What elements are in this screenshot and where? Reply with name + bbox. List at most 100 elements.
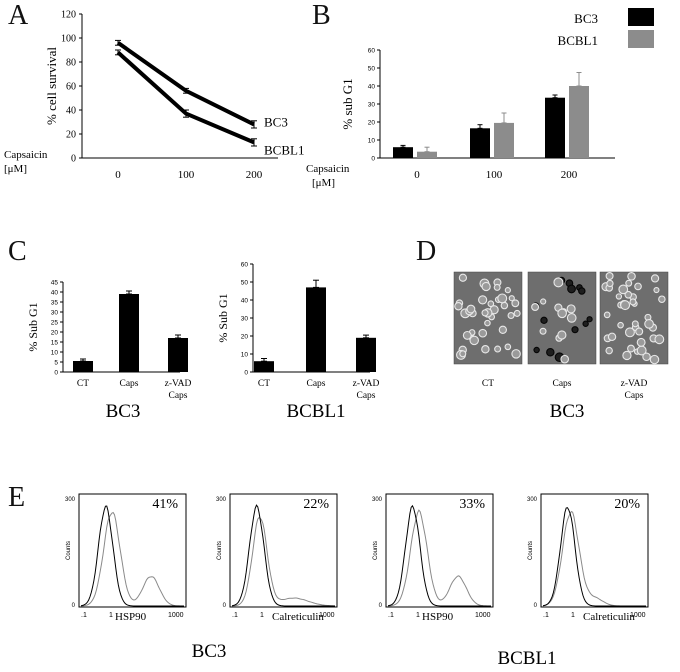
panel-c-bc3-x-tick-label: z-VAD bbox=[165, 379, 192, 389]
panel-letter-d: D bbox=[416, 236, 437, 267]
panel-e-histogram-4-frame bbox=[540, 493, 649, 608]
panel-c-bcbl1-x-tick-label: Caps bbox=[307, 379, 326, 389]
panel-d-cell bbox=[459, 350, 467, 358]
panel-d-cell bbox=[557, 308, 567, 319]
panel-d-cell bbox=[458, 273, 468, 282]
panel-d-cell bbox=[511, 299, 520, 308]
panel-d-cell bbox=[478, 295, 488, 305]
panel-b-y-tick-label: 50 bbox=[368, 66, 376, 73]
panel-e-histogram-1-x-tick: 1 bbox=[109, 612, 113, 619]
panel-letter-c: C bbox=[8, 236, 27, 267]
panel-c-bc3-y-tick-label: 35 bbox=[51, 300, 59, 307]
panel-b-x-tick-label: 100 bbox=[486, 169, 503, 181]
panel-d-cell bbox=[504, 343, 512, 351]
panel-e-group-label-bcbl1: BCBL1 bbox=[497, 648, 556, 669]
panel-d-cell bbox=[567, 284, 576, 294]
panel-c-bcbl1-y-tick-label: 10 bbox=[241, 352, 249, 359]
panel-a-x-axis-unit: [μM] bbox=[4, 163, 27, 175]
panel-b-x-tick-label: 200 bbox=[561, 169, 578, 181]
panel-b-bar-bcbl1 bbox=[494, 122, 514, 158]
panel-a-y-tick-label: 100 bbox=[61, 34, 76, 45]
panel-d-cell bbox=[566, 313, 577, 323]
panel-d-cell-line-label: BC3 bbox=[550, 401, 585, 422]
panel-c-bc3-x-tick-label: CT bbox=[77, 379, 89, 389]
panel-c-bcbl1-y-tick-label: 40 bbox=[241, 298, 249, 305]
panel-d-cell bbox=[508, 295, 515, 302]
panel-d-cell bbox=[504, 287, 511, 294]
panel-c-bcbl1-y-tick-label: 30 bbox=[241, 316, 249, 323]
panel-b-bar-bc3 bbox=[470, 128, 490, 158]
panel-c-bc3-y-tick-label: 5 bbox=[54, 360, 58, 367]
panel-b-legend-swatch-bcbl1 bbox=[628, 30, 654, 48]
panel-c-bcbl1-bar bbox=[254, 361, 274, 372]
panel-e-histogram-3-control-curve bbox=[387, 504, 491, 607]
panel-d-cell bbox=[627, 272, 636, 281]
panel-e-histogram-4-y-tick-top: 300 bbox=[527, 497, 538, 503]
panel-d-cell bbox=[624, 290, 633, 299]
panel-d-cell bbox=[631, 320, 639, 328]
panel-a-series-line-bcbl1 bbox=[116, 50, 255, 145]
panel-d-cell bbox=[586, 316, 593, 323]
panel-d-cell bbox=[462, 330, 472, 340]
panel-c-bc3-y-tick-label: 15 bbox=[51, 340, 59, 347]
panel-e-histogram-1-control-curve bbox=[80, 505, 184, 607]
panel-d-cell bbox=[622, 350, 632, 361]
panel-a-y-tick-label: 120 bbox=[61, 10, 76, 21]
panel-c-bc3-y-tick-label: 45 bbox=[51, 280, 59, 287]
panel-d-micrograph-2 bbox=[527, 271, 597, 365]
panel-e-histogram-4-x-tick: .1 bbox=[543, 612, 549, 619]
panel-d-cell bbox=[469, 335, 479, 346]
panel-b-y-tick-label: 60 bbox=[368, 48, 376, 55]
panel-e-histogram-2-y-axis-label: Counts bbox=[217, 541, 223, 560]
panel-d-cell bbox=[513, 309, 521, 317]
panel-c-bcbl1-y-tick-label: 50 bbox=[241, 280, 249, 287]
panel-c-bcbl1-x-tick-label: CT bbox=[258, 379, 270, 389]
panel-b-y-tick-label: 20 bbox=[368, 120, 376, 127]
panel-a-y-tick-label: 0 bbox=[71, 154, 76, 165]
panel-b-bar-bc3 bbox=[545, 97, 565, 158]
panel-d-cell bbox=[493, 283, 501, 291]
panel-b-y-tick-label: 30 bbox=[368, 102, 376, 109]
panel-b-y-tick-label: 10 bbox=[368, 138, 376, 145]
panel-d-cell bbox=[629, 298, 637, 306]
panel-d-cell bbox=[605, 271, 614, 281]
panel-e-histogram-1-x-tick: .1 bbox=[81, 612, 87, 619]
panel-d-cell bbox=[650, 274, 660, 283]
panel-b-y-tick-label: 0 bbox=[371, 156, 375, 163]
panel-d-cell bbox=[481, 309, 489, 317]
panel-a-y-tick-label: 40 bbox=[66, 106, 76, 117]
panel-c-bc3-y-tick-label: 0 bbox=[54, 370, 58, 377]
panel-d-cell bbox=[627, 344, 635, 353]
panel-a-series-label-bc3: BC3 bbox=[264, 114, 288, 129]
panel-d-cell bbox=[605, 346, 613, 355]
panel-d-image-caption: Caps bbox=[625, 391, 644, 401]
panel-c-bcbl1-bar bbox=[356, 337, 376, 372]
panel-d-cell bbox=[540, 298, 547, 305]
panel-d-cell bbox=[649, 354, 660, 365]
panel-d-cell bbox=[653, 286, 660, 294]
panel-b-x-axis-unit: [μM] bbox=[312, 177, 335, 189]
panel-a-x-tick-label: 0 bbox=[115, 169, 121, 181]
panel-e-histogram-1-treated-curve bbox=[80, 511, 185, 607]
panel-d-cell bbox=[644, 319, 654, 329]
panel-e-histogram-4-x-tick: 1000 bbox=[630, 612, 646, 619]
panel-d-cell bbox=[507, 312, 515, 320]
panel-b-y-tick-label: 40 bbox=[368, 84, 376, 91]
panel-c-bc3-y-axis-label: % Sub G1 bbox=[26, 302, 40, 351]
panel-c-bc3-bar bbox=[73, 361, 93, 372]
panel-d-cell bbox=[560, 354, 570, 364]
panel-c-bcbl1-y-tick-label: 60 bbox=[241, 262, 249, 269]
panel-b-legend-swatch-bc3 bbox=[628, 8, 654, 26]
panel-e-group-label-bc3: BC3 bbox=[192, 641, 227, 662]
panel-letter-e: E bbox=[8, 482, 26, 513]
panel-e-histogram-4-x-tick: 1 bbox=[571, 612, 575, 619]
panel-e-histogram-2-treated-curve bbox=[231, 516, 336, 607]
panel-e-histogram-3-y-axis-label: Counts bbox=[373, 541, 379, 560]
panel-e-histogram-2-control-curve bbox=[231, 504, 335, 607]
panel-d-cell bbox=[481, 345, 490, 354]
panel-d-image-caption: Caps bbox=[553, 379, 572, 389]
panel-a-x-tick-label: 100 bbox=[178, 169, 195, 181]
panel-d-cell bbox=[607, 332, 617, 342]
panel-d-cell bbox=[533, 346, 540, 354]
